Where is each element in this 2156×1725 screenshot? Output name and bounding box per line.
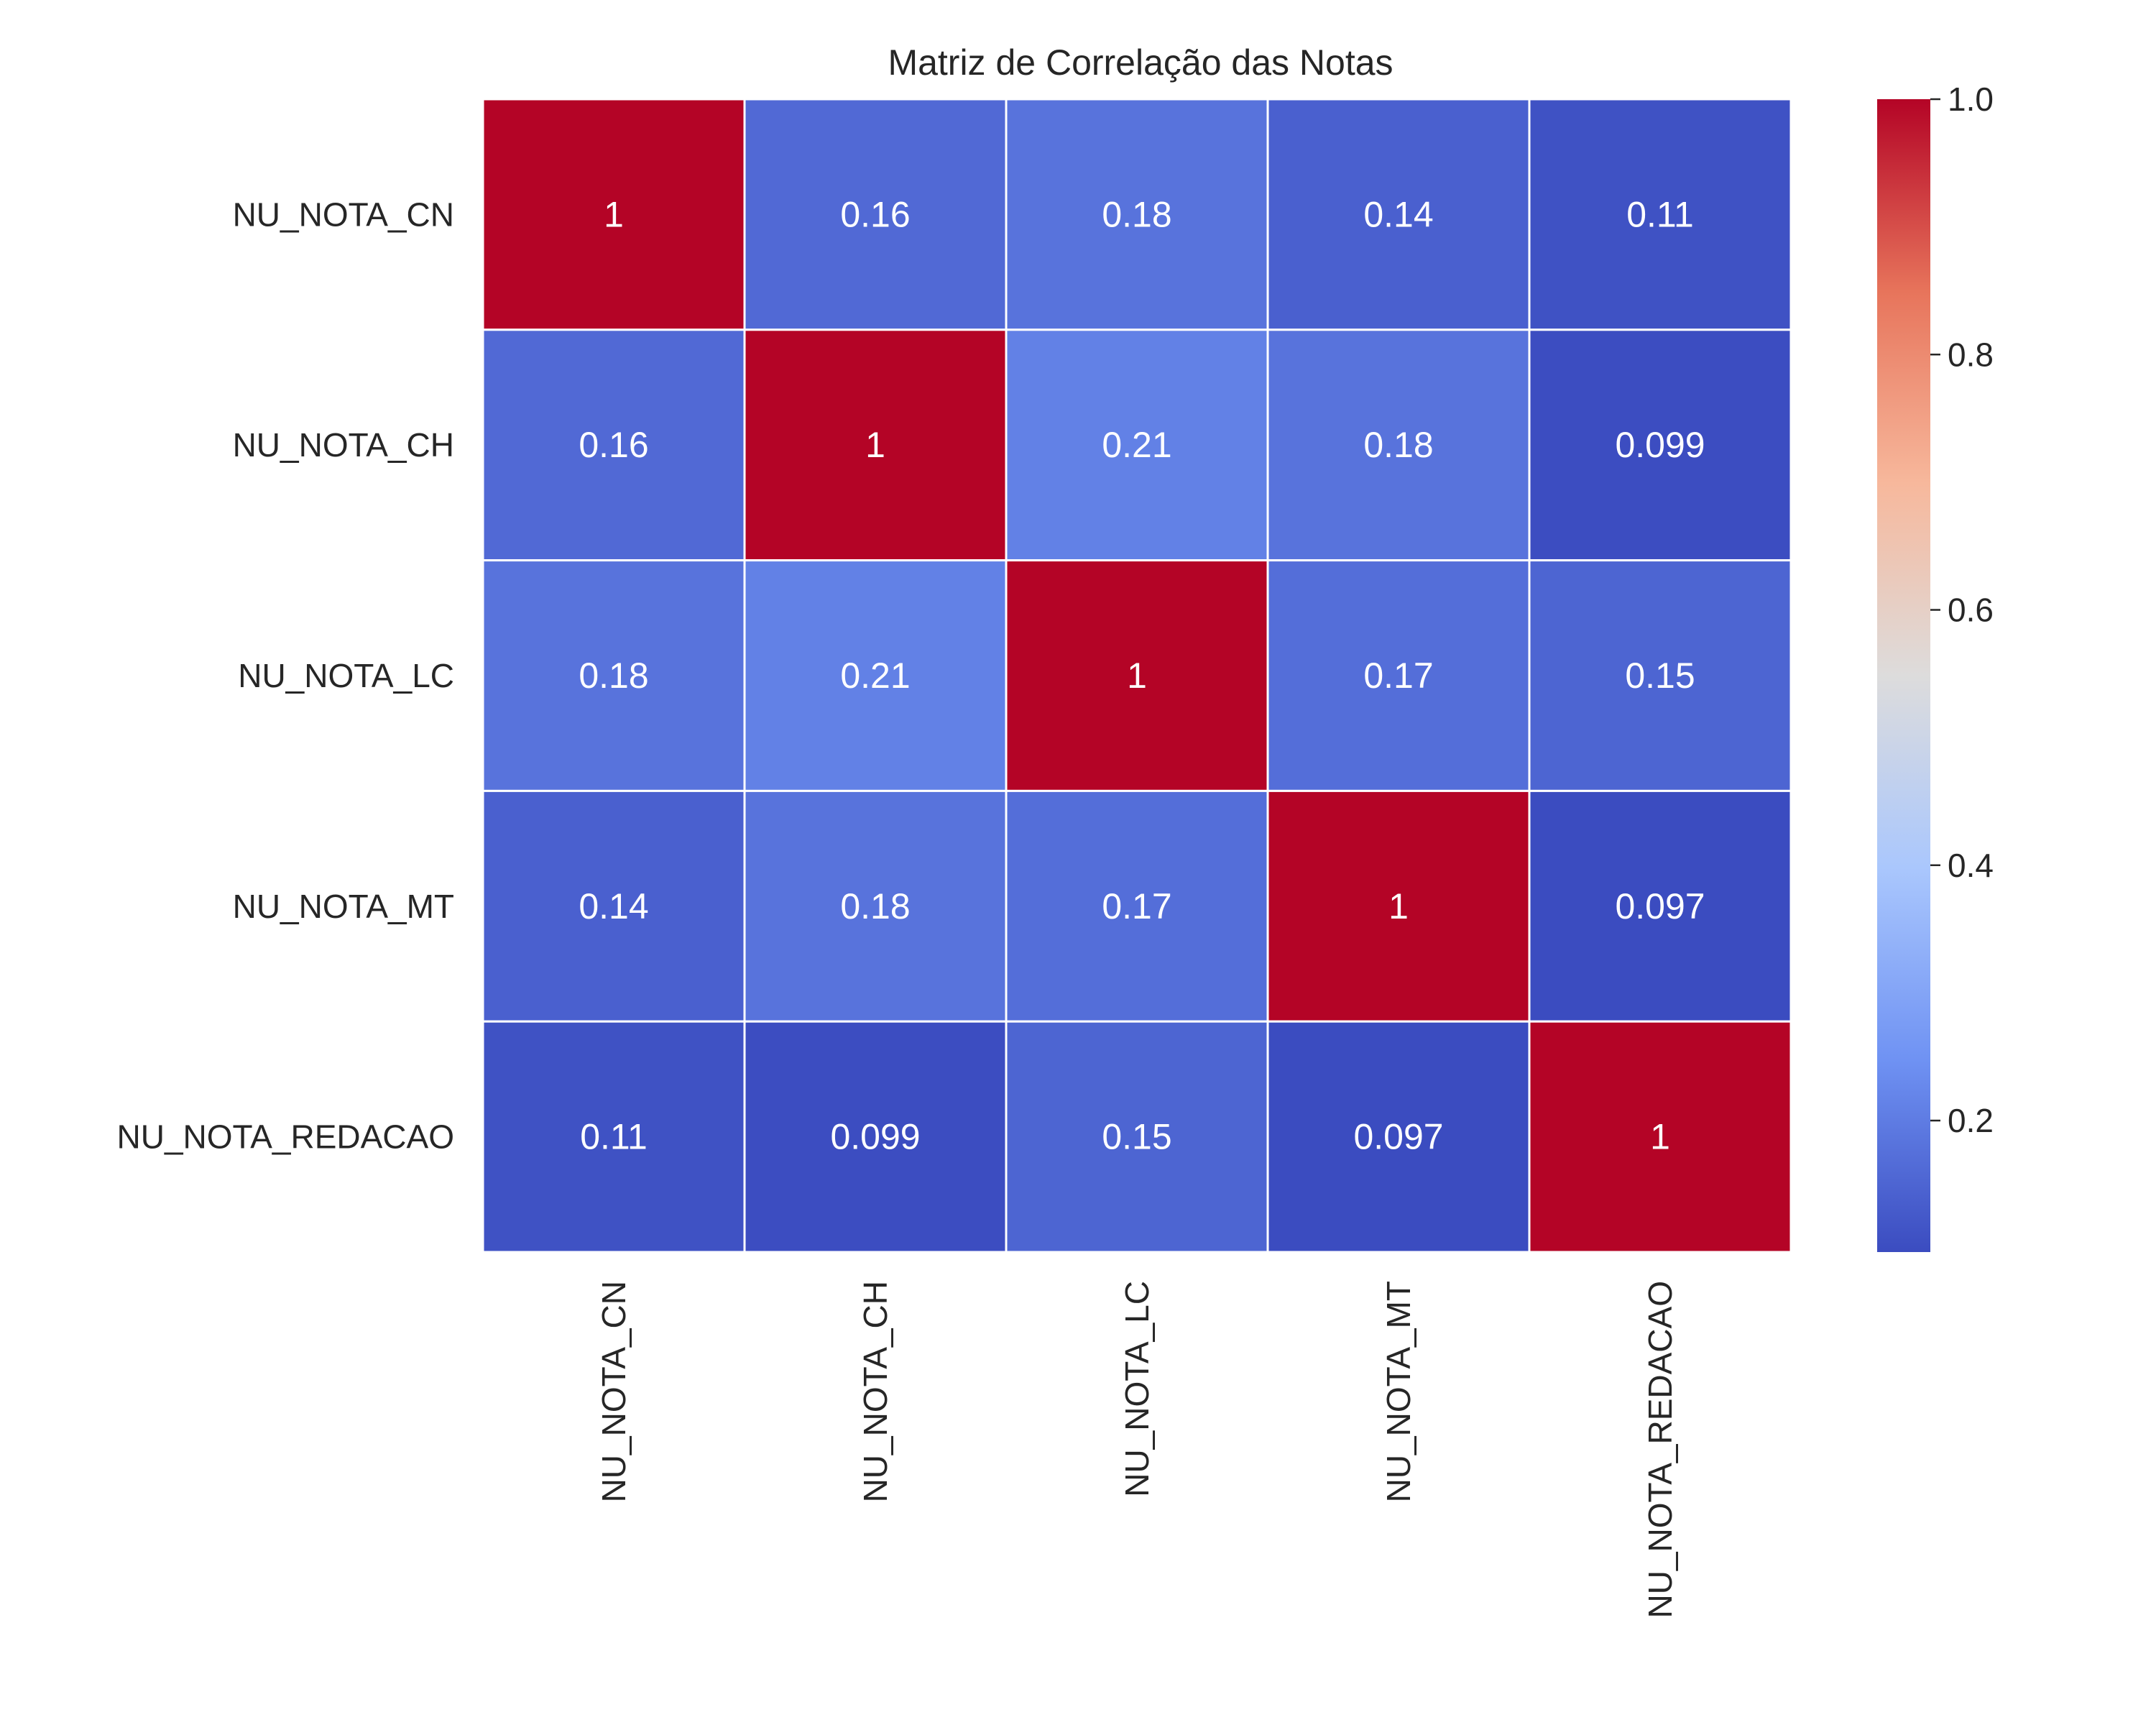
- cell-annotation: 0.14: [579, 886, 648, 926]
- heatmap-cell: [482, 328, 746, 562]
- cell-annotation: 0.18: [1363, 425, 1433, 465]
- y-tick-label: NU_NOTA_LC: [238, 657, 454, 694]
- cell-annotation: 0.18: [840, 886, 910, 926]
- colorbar-ticks: 0.2 0.4 0.6 0.8 1.0: [1930, 80, 1994, 1139]
- colorbar-tick-label: 1.0: [1948, 80, 1994, 118]
- cell-annotation: 0.15: [1102, 1117, 1171, 1157]
- colorbar-tick-label: 0.6: [1948, 592, 1994, 629]
- heatmap-cells: 1 0.16 0.18 0.14 0.11 0.16 1 0.21 0.18 0.099 0.18 0…: [482, 98, 1792, 1254]
- colorbar-tick-label: 0.4: [1948, 847, 1994, 884]
- y-tick-labels: NU_NOTA_CN NU_NOTA_CH NU_NOTA_LC NU_NOTA_MT…: [117, 196, 454, 1155]
- cell-annotation: 1: [865, 425, 885, 465]
- heatmap-cell: [743, 789, 1008, 1023]
- x-tick-labels: NU_NOTA_CN NU_NOTA_CH NU_NOTA_LC NU_NOTA_MT…: [595, 1281, 1679, 1618]
- heatmap-cell: [743, 559, 1008, 792]
- heatmap-cell: [1528, 328, 1792, 562]
- cell-annotation: 0.18: [1102, 194, 1171, 234]
- heatmap-cell: [1528, 1020, 1792, 1254]
- heatmap-cell: [1266, 98, 1531, 331]
- heatmap-cell: [1266, 559, 1531, 792]
- heatmap-cell: [1528, 789, 1792, 1023]
- heatmap-cell: [1528, 559, 1792, 792]
- y-tick-label: NU_NOTA_CN: [233, 196, 454, 233]
- x-tick-label: NU_NOTA_CH: [857, 1281, 894, 1502]
- heatmap-cell: [1528, 98, 1792, 331]
- heatmap-cell: [743, 98, 1008, 331]
- cell-annotation: 1: [1650, 1117, 1670, 1157]
- cell-annotation: 1: [1127, 656, 1147, 696]
- cell-annotation: 0.099: [830, 1117, 920, 1157]
- cell-annotation: 1: [1388, 886, 1409, 926]
- cell-annotation: 0.17: [1363, 656, 1433, 696]
- colorbar-gradient: [1877, 99, 1930, 1252]
- heatmap-cell: [482, 98, 746, 331]
- cell-annotation: 0.099: [1615, 425, 1705, 465]
- cell-annotation: 0.14: [1363, 194, 1433, 234]
- cell-annotation: 0.21: [1102, 425, 1171, 465]
- x-tick-label: NU_NOTA_MT: [1380, 1281, 1417, 1502]
- y-tick-label: NU_NOTA_MT: [233, 888, 454, 925]
- cell-annotation: 1: [604, 194, 624, 234]
- y-tick-label: NU_NOTA_CH: [233, 426, 454, 464]
- heatmap-cell: [1005, 98, 1269, 331]
- cell-annotation: 0.15: [1625, 656, 1695, 696]
- heatmap-cell: [743, 1020, 1008, 1254]
- heatmap-cell: [1005, 1020, 1269, 1254]
- colorbar-tick-label: 0.2: [1948, 1102, 1994, 1139]
- heatmap-cell: [482, 789, 746, 1023]
- cell-annotation: 0.17: [1102, 886, 1171, 926]
- heatmap-cell: [1266, 789, 1531, 1023]
- x-tick-label: NU_NOTA_CN: [595, 1281, 632, 1502]
- y-tick-label: NU_NOTA_REDACAO: [117, 1118, 454, 1156]
- cell-annotation: 0.097: [1353, 1117, 1443, 1157]
- heatmap-cell: [482, 1020, 746, 1254]
- colorbar: 0.2 0.4 0.6 0.8 1.0: [1877, 80, 1994, 1252]
- cell-annotation: 0.16: [579, 425, 648, 465]
- colorbar-tick-label: 0.8: [1948, 336, 1994, 373]
- heatmap-cell: [1005, 559, 1269, 792]
- heatmap-cell: [1005, 328, 1269, 562]
- cell-annotation: 0.18: [579, 656, 648, 696]
- x-tick-label: NU_NOTA_LC: [1118, 1281, 1156, 1497]
- chart-title: Matriz de Correlação das Notas: [888, 42, 1393, 83]
- cell-annotation: 0.11: [580, 1117, 648, 1157]
- cell-annotation: 0.21: [840, 656, 910, 696]
- x-tick-label: NU_NOTA_REDACAO: [1641, 1281, 1679, 1618]
- cell-annotation: 0.097: [1615, 886, 1705, 926]
- cell-annotation: 0.16: [840, 194, 910, 234]
- cell-annotation: 0.11: [1626, 194, 1694, 234]
- heatmap-cell: [1005, 789, 1269, 1023]
